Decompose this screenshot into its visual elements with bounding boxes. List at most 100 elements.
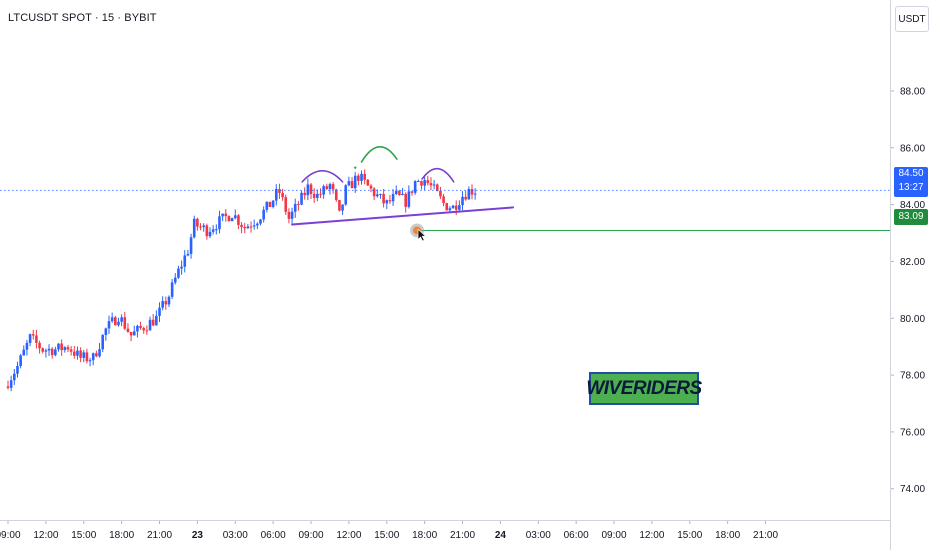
- candle-body: [243, 227, 247, 229]
- candle-body: [54, 349, 57, 356]
- candle-body: [25, 342, 29, 350]
- candle-body: [79, 350, 82, 358]
- candle-body: [205, 225, 209, 237]
- candle-body: [404, 193, 408, 207]
- candle-body: [129, 331, 133, 336]
- candle-body: [350, 181, 354, 189]
- candle-body: [221, 213, 224, 217]
- currency-unit-button[interactable]: USDT: [895, 6, 929, 32]
- candle-body: [38, 342, 41, 349]
- candle-body: [432, 184, 436, 186]
- candle-body: [382, 193, 385, 204]
- wiveriders-watermark: WIVERIDERS: [586, 372, 702, 405]
- candle-body: [161, 301, 164, 308]
- candle-body: [237, 215, 240, 225]
- right-shoulder-arc: [421, 167, 455, 183]
- candle-body: [192, 218, 196, 238]
- candle-body: [126, 328, 130, 332]
- candle-body: [246, 226, 250, 229]
- candle-body: [104, 328, 108, 336]
- x-axis-ticks: 09:00 12:00 15:00 18:00 21:00 23 03:00 06:00 09:…: [0, 520, 778, 541]
- candle-body: [426, 180, 430, 184]
- candle-body: [322, 186, 325, 195]
- candle-body: [123, 317, 127, 329]
- candle-body: [164, 301, 168, 305]
- x-tick-label: 24: [495, 530, 507, 541]
- candle-body: [16, 366, 19, 374]
- candle-body: [107, 321, 111, 329]
- candle-body: [410, 191, 414, 193]
- candle-body: [271, 200, 275, 207]
- candle-body: [461, 196, 464, 206]
- x-tick-label: 12:00: [639, 530, 664, 541]
- head-arc: [360, 146, 398, 163]
- target-price-badge: 83.09: [894, 209, 928, 225]
- x-tick-label: 09:00: [602, 530, 627, 541]
- candle-body: [85, 352, 89, 362]
- x-tick-label: 12:00: [33, 530, 58, 541]
- current-price-badge: 84.50 13:27: [894, 167, 928, 197]
- candle-body: [211, 229, 215, 232]
- candle-body: [319, 193, 322, 195]
- candle-body: [167, 296, 171, 305]
- candle-body: [19, 355, 22, 367]
- candle-body: [120, 317, 123, 322]
- candle-body: [224, 213, 228, 217]
- candle-body: [170, 282, 174, 297]
- y-axis-ticks: 74.00 76.00 78.00 80.00 82.00 84.00 86.00 88.00: [890, 86, 925, 495]
- x-tick-label: 21:00: [753, 530, 778, 541]
- candle-body: [369, 185, 373, 189]
- candle-body: [458, 205, 461, 210]
- candle-body: [215, 229, 218, 231]
- candle-body: [262, 209, 265, 220]
- y-tick-label: 80.00: [900, 314, 925, 325]
- candle-body: [13, 373, 16, 381]
- bar-countdown: 13:27: [898, 182, 924, 193]
- candle-body: [293, 203, 297, 212]
- candle-body: [98, 349, 101, 357]
- candle-body: [278, 189, 281, 193]
- candle-body: [407, 191, 411, 207]
- candle-body: [360, 173, 363, 181]
- left-shoulder-arc: [301, 170, 344, 183]
- candle-body: [473, 193, 477, 195]
- candle-body: [379, 193, 382, 195]
- candle-body: [423, 180, 426, 186]
- x-tick-label: 15:00: [71, 530, 96, 541]
- neckline-trendline: [291, 206, 515, 226]
- candle-body: [470, 189, 474, 195]
- candle-body: [309, 184, 313, 194]
- candle-body: [347, 181, 351, 186]
- candle-body: [442, 196, 445, 204]
- candle-body: [91, 353, 95, 361]
- candle-body: [142, 328, 146, 331]
- y-tick-label: 78.00: [900, 371, 925, 382]
- x-tick-label: 18:00: [109, 530, 134, 541]
- candle-body: [401, 193, 404, 196]
- candle-body: [117, 321, 120, 326]
- candle-body: [110, 317, 114, 322]
- candle-body: [306, 184, 310, 196]
- candle-body: [202, 225, 205, 228]
- candle-body: [180, 266, 183, 269]
- pattern-annotations: [0, 146, 890, 242]
- candle-body: [385, 200, 389, 204]
- symbol-title[interactable]: LTCUSDT SPOT · 15 · BYBIT: [8, 12, 157, 24]
- candle-body: [44, 350, 48, 352]
- candle-body: [252, 225, 256, 227]
- candle-body: [199, 226, 202, 228]
- candle-body: [151, 319, 155, 326]
- x-tick-label: 21:00: [147, 530, 172, 541]
- candle-body: [101, 335, 104, 350]
- candle-body: [391, 194, 395, 202]
- x-tick-label: 06:00: [261, 530, 286, 541]
- candle-body: [454, 205, 458, 210]
- candle-body: [366, 179, 370, 186]
- candle-body: [287, 211, 291, 219]
- plot-background: [0, 0, 890, 520]
- candle-body: [259, 219, 262, 224]
- candle-body: [88, 360, 92, 362]
- y-tick-label: 76.00: [900, 427, 925, 438]
- candle-body: [139, 325, 142, 329]
